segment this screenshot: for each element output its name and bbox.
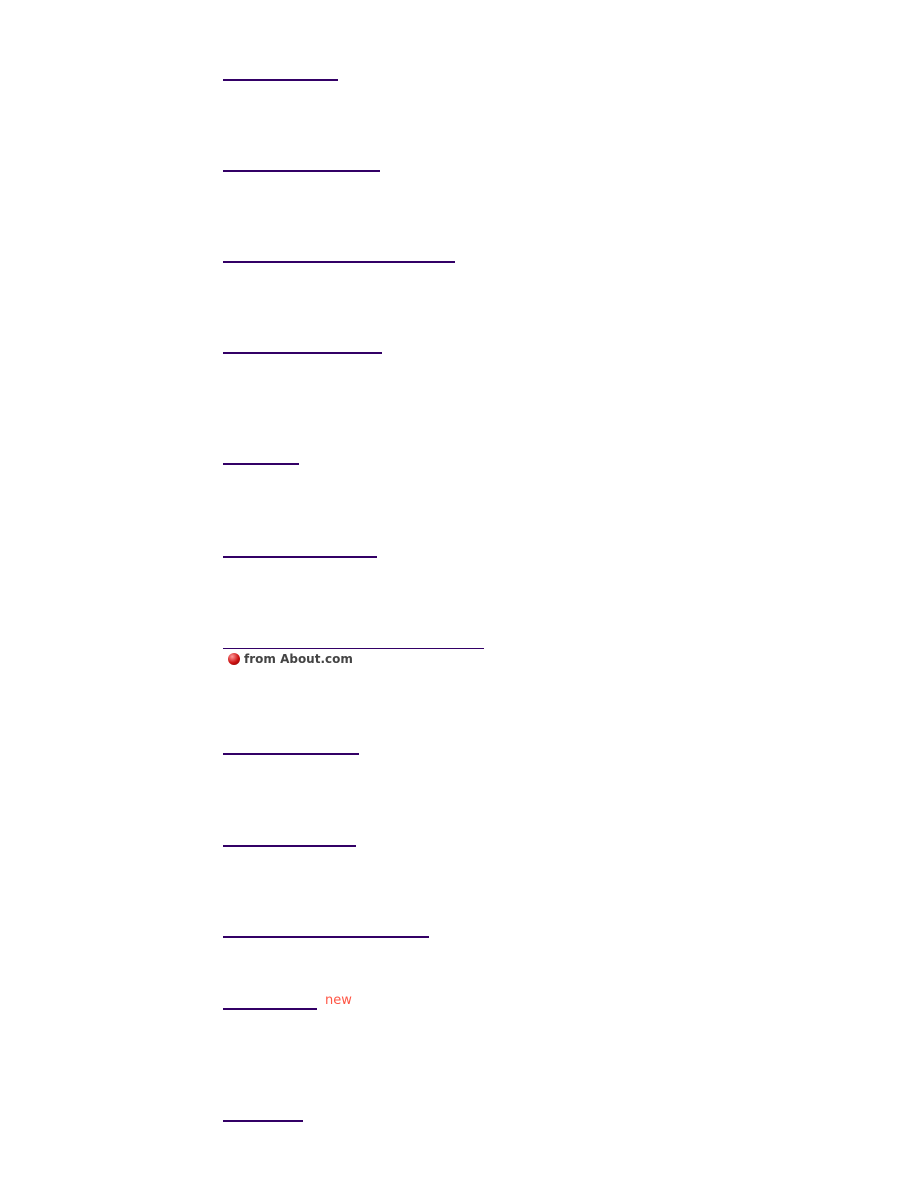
link-10[interactable] <box>223 936 429 938</box>
link-2[interactable] <box>223 170 380 172</box>
link-8[interactable] <box>223 753 359 755</box>
link-4[interactable] <box>223 352 382 354</box>
link-5[interactable] <box>223 463 299 465</box>
link-7[interactable] <box>223 648 484 649</box>
about-com-text: from About.com <box>244 652 353 666</box>
about-com-badge: from About.com <box>228 652 353 666</box>
link-1[interactable] <box>223 79 338 81</box>
link-3[interactable] <box>223 261 455 263</box>
link-11[interactable] <box>223 1008 317 1010</box>
link-6[interactable] <box>223 556 377 558</box>
link-9[interactable] <box>223 845 356 847</box>
new-badge: new <box>325 993 352 1008</box>
link-12[interactable] <box>223 1120 303 1122</box>
red-ball-icon <box>228 653 240 665</box>
